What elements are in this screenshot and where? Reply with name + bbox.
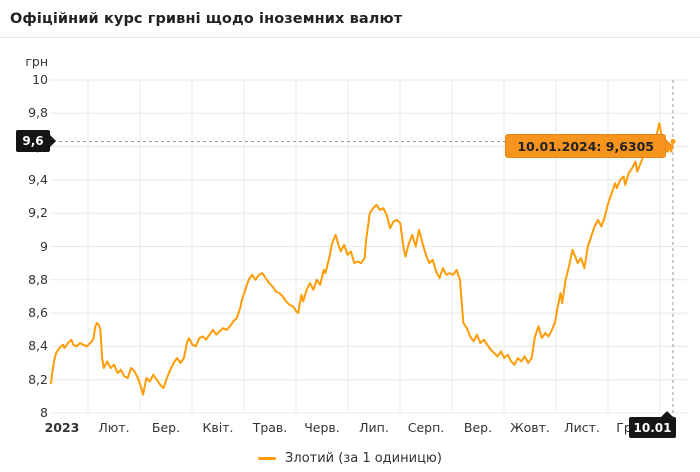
legend: Злотий (за 1 одиницю) — [0, 447, 700, 469]
legend-item-zloty[interactable]: Злотий (за 1 одиницю) — [258, 451, 442, 466]
x-axis-tick: Бер. — [151, 420, 181, 435]
y-axis-tick: 9,2 — [28, 205, 48, 221]
x-axis-tick: Жовт. — [510, 420, 550, 435]
y-axis-unit-label: грн — [25, 54, 48, 69]
current-date-axis-badge: 10.01 — [629, 411, 676, 438]
series-line-swatch-icon — [258, 456, 277, 460]
y-axis-tick: 8,2 — [28, 371, 48, 387]
x-axis-tick: Лют. — [98, 420, 130, 435]
y-axis-tick: 8,4 — [28, 338, 48, 354]
y-axis-tick: 8,8 — [28, 271, 48, 287]
y-axis-tick: 8,6 — [28, 305, 48, 321]
y-axis-tick: 8 — [40, 405, 48, 420]
x-axis-tick: Черв. — [304, 420, 340, 435]
x-axis-tick: Серп. — [407, 420, 445, 435]
y-axis-tick: 9 — [40, 238, 48, 254]
y-axis-tick: 9,8 — [28, 105, 48, 121]
legend-item-label: Злотий (за 1 одиницю) — [285, 450, 442, 466]
current-rate-axis-badge: 9,6 — [16, 130, 56, 152]
data-point-tooltip: 10.01.2024: 9,6305 — [505, 134, 673, 158]
x-axis-tick: Лист. — [564, 420, 600, 435]
x-axis-tick: Лип. — [359, 420, 389, 435]
rate-line-series — [50, 122, 674, 396]
widget-header: Офіційний курс гривні щодо іноземних вал… — [0, 0, 700, 38]
page-title: Офіційний курс гривні щодо іноземних вал… — [10, 10, 403, 27]
y-axis-tick: 9,4 — [28, 171, 48, 187]
x-axis-tick: Вер. — [463, 420, 493, 435]
y-axis-tick: 10 — [32, 72, 48, 87]
x-axis-tick: Квіт. — [202, 420, 234, 435]
x-axis-tick: Трав. — [252, 420, 288, 435]
x-axis-tick: 2023 — [44, 420, 80, 435]
